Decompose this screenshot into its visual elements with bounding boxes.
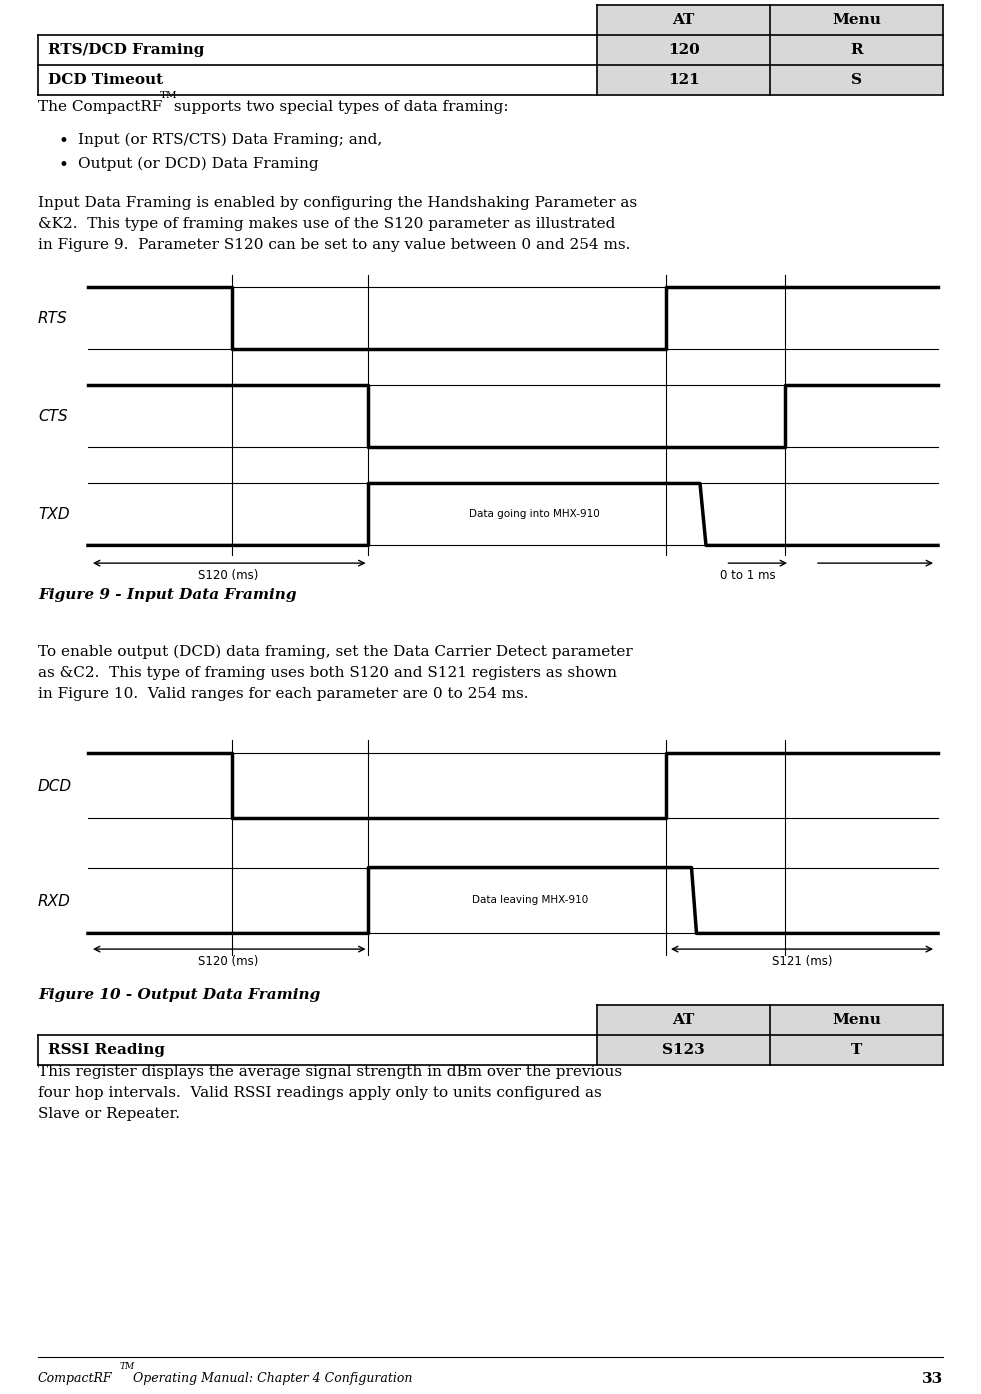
Text: TM: TM bbox=[160, 91, 178, 100]
Text: CTS: CTS bbox=[38, 408, 68, 424]
Text: 120: 120 bbox=[668, 43, 699, 57]
Text: T: T bbox=[851, 1043, 862, 1057]
Text: Figure 9 - Input Data Framing: Figure 9 - Input Data Framing bbox=[38, 588, 296, 602]
Text: TM: TM bbox=[120, 1362, 135, 1372]
Bar bbox=[770, 1005, 943, 1034]
Text: S120 (ms): S120 (ms) bbox=[198, 569, 258, 583]
Text: •: • bbox=[58, 132, 68, 151]
Text: &K2.  This type of framing makes use of the S120 parameter as illustrated: &K2. This type of framing makes use of t… bbox=[38, 217, 615, 231]
Text: S: S bbox=[852, 72, 862, 86]
Bar bbox=[770, 1034, 943, 1065]
Text: RTS: RTS bbox=[38, 311, 68, 326]
Text: 33: 33 bbox=[922, 1372, 943, 1386]
Bar bbox=[597, 6, 770, 35]
Text: Input (or RTS/CTS) Data Framing; and,: Input (or RTS/CTS) Data Framing; and, bbox=[78, 132, 383, 148]
Text: The CompactRF: The CompactRF bbox=[38, 100, 163, 114]
Text: Operating Manual: Chapter 4 Configuration: Operating Manual: Chapter 4 Configuratio… bbox=[129, 1372, 412, 1386]
Bar bbox=[770, 35, 943, 66]
Text: DCD Timeout: DCD Timeout bbox=[48, 72, 163, 86]
Text: Figure 10 - Output Data Framing: Figure 10 - Output Data Framing bbox=[38, 988, 320, 1002]
Text: RXD: RXD bbox=[38, 894, 71, 909]
Text: This register displays the average signal strength in dBm over the previous: This register displays the average signa… bbox=[38, 1065, 622, 1079]
Text: Data leaving MHX-910: Data leaving MHX-910 bbox=[472, 895, 589, 906]
Text: in Figure 10.  Valid ranges for each parameter are 0 to 254 ms.: in Figure 10. Valid ranges for each para… bbox=[38, 687, 529, 701]
Text: as &C2.  This type of framing uses both S120 and S121 registers as shown: as &C2. This type of framing uses both S… bbox=[38, 666, 617, 680]
Text: Input Data Framing is enabled by configuring the Handshaking Parameter as: Input Data Framing is enabled by configu… bbox=[38, 197, 637, 210]
Text: To enable output (DCD) data framing, set the Data Carrier Detect parameter: To enable output (DCD) data framing, set… bbox=[38, 645, 633, 659]
Bar bbox=[597, 1034, 770, 1065]
Text: in Figure 9.  Parameter S120 can be set to any value between 0 and 254 ms.: in Figure 9. Parameter S120 can be set t… bbox=[38, 238, 631, 252]
Text: DCD: DCD bbox=[38, 778, 73, 793]
Text: S123: S123 bbox=[662, 1043, 705, 1057]
Text: Menu: Menu bbox=[832, 13, 881, 26]
Text: Data going into MHX-910: Data going into MHX-910 bbox=[469, 509, 599, 520]
Text: TXD: TXD bbox=[38, 507, 70, 523]
Text: R: R bbox=[851, 43, 863, 57]
Bar bbox=[770, 66, 943, 95]
Bar bbox=[597, 66, 770, 95]
Text: AT: AT bbox=[673, 13, 695, 26]
Text: S120 (ms): S120 (ms) bbox=[198, 955, 258, 967]
Bar bbox=[597, 35, 770, 66]
Text: Slave or Repeater.: Slave or Repeater. bbox=[38, 1107, 180, 1121]
Text: 121: 121 bbox=[668, 72, 699, 86]
Text: RTS/DCD Framing: RTS/DCD Framing bbox=[48, 43, 204, 57]
Text: RSSI Reading: RSSI Reading bbox=[48, 1043, 165, 1057]
Text: AT: AT bbox=[673, 1013, 695, 1027]
Text: four hop intervals.  Valid RSSI readings apply only to units configured as: four hop intervals. Valid RSSI readings … bbox=[38, 1086, 601, 1100]
Text: Output (or DCD) Data Framing: Output (or DCD) Data Framing bbox=[78, 158, 319, 171]
Text: S121 (ms): S121 (ms) bbox=[772, 955, 832, 967]
Bar bbox=[770, 6, 943, 35]
Text: CompactRF: CompactRF bbox=[38, 1372, 113, 1386]
Text: 0 to 1 ms: 0 to 1 ms bbox=[720, 569, 776, 583]
Text: Menu: Menu bbox=[832, 1013, 881, 1027]
Bar bbox=[597, 1005, 770, 1034]
Text: •: • bbox=[58, 158, 68, 174]
Text: supports two special types of data framing:: supports two special types of data frami… bbox=[169, 100, 508, 114]
